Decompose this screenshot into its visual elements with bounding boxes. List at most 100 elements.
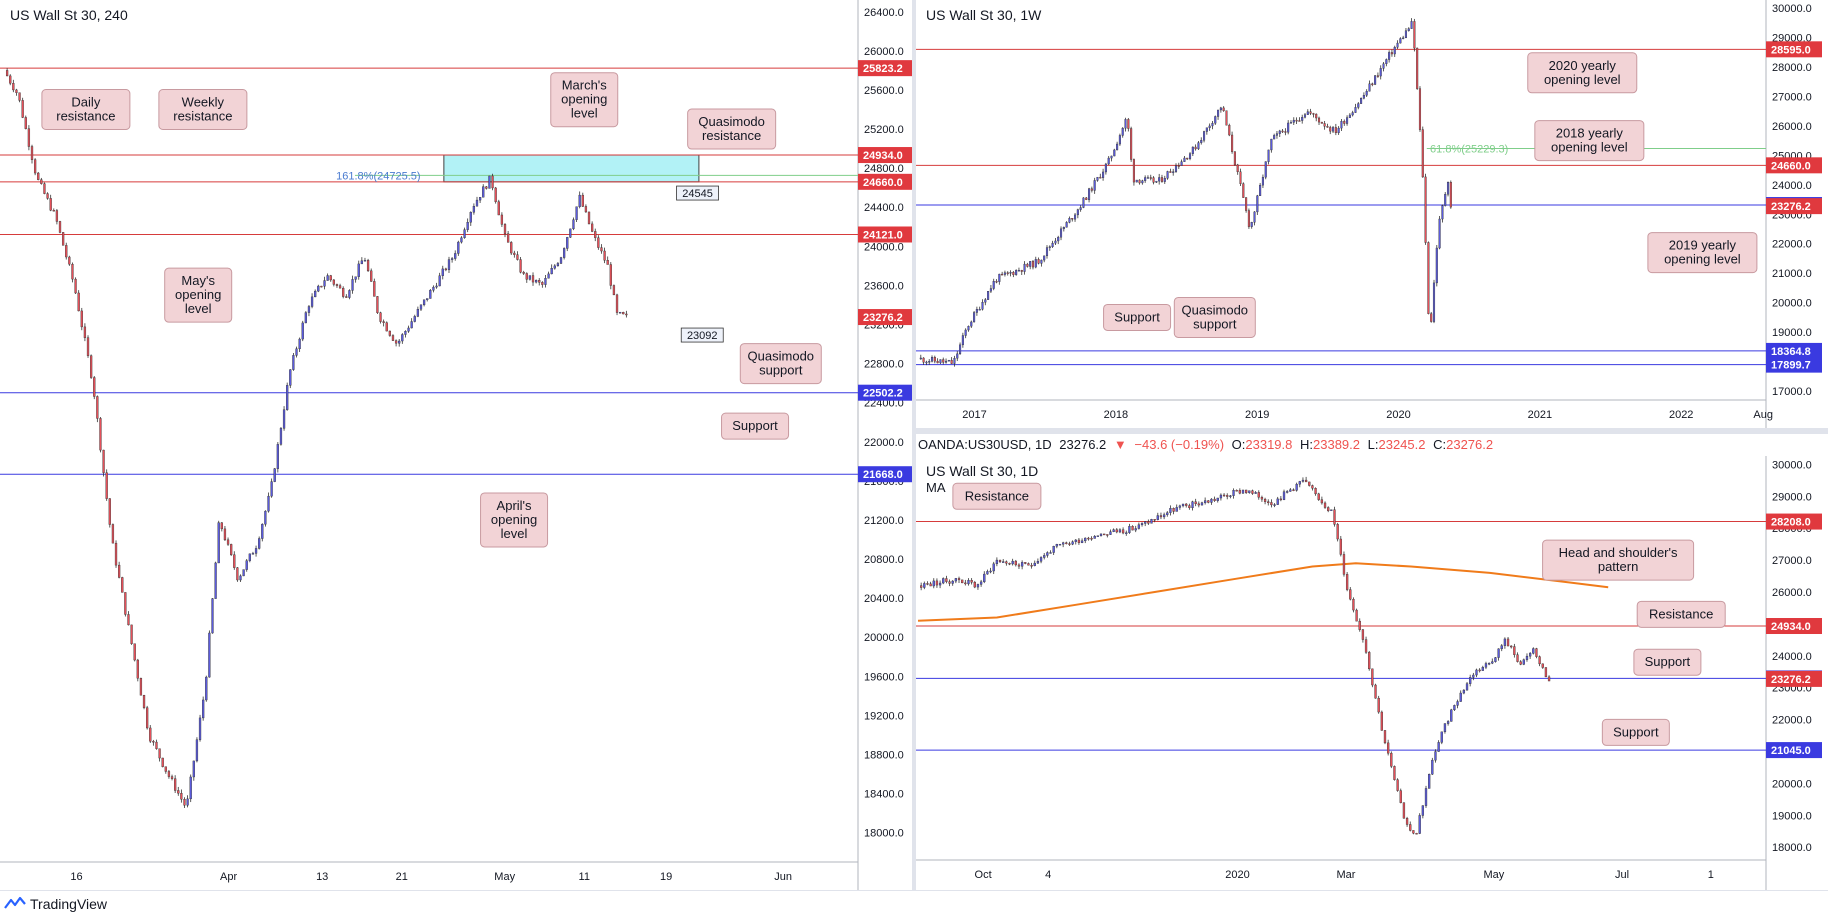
candle-body <box>945 360 948 363</box>
time-tick-label: Aug <box>1753 409 1773 421</box>
annotation-callout[interactable] <box>1633 648 1702 676</box>
panel-divider-horizontal[interactable] <box>916 428 1828 434</box>
annotation-callout[interactable] <box>721 412 790 440</box>
candle-body <box>223 528 227 541</box>
annotation-callout[interactable] <box>1647 232 1758 274</box>
candle-body <box>1380 711 1383 731</box>
candle-body <box>1418 815 1421 834</box>
annotation-callout[interactable] <box>550 72 619 128</box>
price-box-label: 23092 <box>687 330 718 342</box>
price-tag[interactable] <box>858 147 912 164</box>
candle-body <box>609 264 612 286</box>
weekly-chart-svg[interactable]: 17000.018000.019000.020000.021000.022000… <box>916 0 1828 428</box>
candle-body <box>40 179 43 184</box>
annotation-callout[interactable] <box>687 108 777 150</box>
candle-body <box>1031 261 1035 268</box>
candle-body <box>1113 149 1116 157</box>
panel-daily-chart[interactable]: 18000.019000.020000.021000.022000.023000… <box>916 456 1828 890</box>
quasimodo-resistance-zone[interactable] <box>443 154 700 183</box>
candle-body <box>1239 171 1242 184</box>
annotation-callout[interactable] <box>1636 600 1726 628</box>
price-tag[interactable] <box>1766 157 1822 174</box>
price-box[interactable] <box>676 185 719 201</box>
price-tag[interactable] <box>1766 742 1822 759</box>
candle-body <box>307 306 311 313</box>
brand-label[interactable]: TradingView <box>30 896 108 912</box>
candle-body <box>450 258 454 260</box>
time-tick-label: Jul <box>1615 869 1629 881</box>
candle-body <box>1421 129 1424 178</box>
candle-body <box>575 206 578 220</box>
annotation-callout[interactable] <box>1173 296 1256 338</box>
price-tag[interactable] <box>1766 342 1822 359</box>
candle-body <box>102 449 105 473</box>
panel-h4-chart[interactable]: 18000.0 18400.0 18800.0 19200.0 19600.0 20000… <box>0 0 912 890</box>
candle-body <box>1345 574 1349 590</box>
candle-body <box>1099 533 1103 536</box>
annotation-callout[interactable] <box>480 492 549 548</box>
price-tag-label: 18364.8 <box>1771 346 1811 358</box>
candle-body <box>503 224 507 234</box>
h4-chart-svg[interactable]: 18000.0 18400.0 18800.0 19200.0 19600.0 20000… <box>0 0 912 890</box>
price-tag[interactable] <box>858 384 912 401</box>
symbol-label[interactable]: OANDA:US30USD, 1D <box>918 437 1052 452</box>
price-box[interactable] <box>680 327 724 343</box>
price-tick-label: 29000.0 <box>1772 491 1812 503</box>
annotation-callout[interactable] <box>1527 52 1638 94</box>
time-tick-label: May <box>1483 869 1504 881</box>
tradingview-logo-icon[interactable] <box>4 895 26 911</box>
price-tag[interactable] <box>858 226 912 243</box>
annotation-callout[interactable] <box>1542 539 1695 581</box>
candle-body <box>967 325 970 331</box>
candle-body <box>1278 130 1281 134</box>
candle-body <box>1093 180 1096 191</box>
candle-body <box>214 562 217 599</box>
candle-body <box>379 312 382 322</box>
price-tag[interactable] <box>1766 198 1822 215</box>
annotation-callout[interactable] <box>1534 120 1645 162</box>
candle-body <box>1503 638 1507 646</box>
price-tick-label: 20400.0 <box>864 593 904 605</box>
annotation-callout[interactable] <box>158 89 248 130</box>
annotation-callout[interactable] <box>952 482 1042 510</box>
price-tag[interactable] <box>1766 513 1822 530</box>
price-tag[interactable] <box>858 173 912 190</box>
candle-body <box>1287 122 1290 133</box>
panel-weekly-chart[interactable]: 17000.018000.019000.020000.021000.022000… <box>916 0 1828 428</box>
candle-body <box>1336 524 1339 540</box>
price-tick-label: 27000.0 <box>1772 555 1812 567</box>
open-value: 23319.8 <box>1245 437 1293 452</box>
annotation-callout[interactable] <box>164 267 233 323</box>
price-tag-label: 24934.0 <box>1771 621 1811 633</box>
candle-body <box>1174 165 1178 172</box>
moving-average-line[interactable] <box>917 562 1609 622</box>
price-tag[interactable] <box>858 60 912 77</box>
candle-body <box>1261 176 1264 186</box>
panel-divider-vertical[interactable] <box>912 0 916 890</box>
annotation-callout[interactable] <box>1103 303 1172 331</box>
price-tag[interactable] <box>1766 356 1822 373</box>
candle-body <box>1144 521 1147 524</box>
candle-body <box>1012 272 1015 275</box>
price-tag[interactable] <box>858 309 912 326</box>
footer-bar: TradingView <box>0 890 1828 915</box>
candle-body <box>99 418 102 451</box>
price-tag[interactable] <box>1766 618 1822 635</box>
daily-chart-svg[interactable]: 18000.019000.020000.021000.022000.023000… <box>916 456 1828 890</box>
candle-body <box>1453 705 1456 711</box>
candle-body <box>152 741 155 743</box>
price-tag[interactable] <box>1766 41 1822 58</box>
price-tag[interactable] <box>858 466 912 483</box>
annotation-callout[interactable] <box>1601 718 1670 746</box>
candle-body <box>1162 514 1166 518</box>
time-tick-label: 11 <box>579 871 590 883</box>
candle-body <box>1393 766 1396 780</box>
candle-body <box>1156 515 1159 520</box>
price-tag[interactable] <box>1766 670 1822 687</box>
candle-body <box>1191 146 1194 154</box>
candle-body <box>1301 116 1304 121</box>
symbol-info-bar: OANDA:US30USD, 1D 23276.2 ▼ −43.6 (−0.19… <box>916 434 1828 456</box>
annotation-callout[interactable] <box>41 89 131 130</box>
candle-body <box>251 553 255 555</box>
annotation-callout[interactable] <box>739 343 822 385</box>
